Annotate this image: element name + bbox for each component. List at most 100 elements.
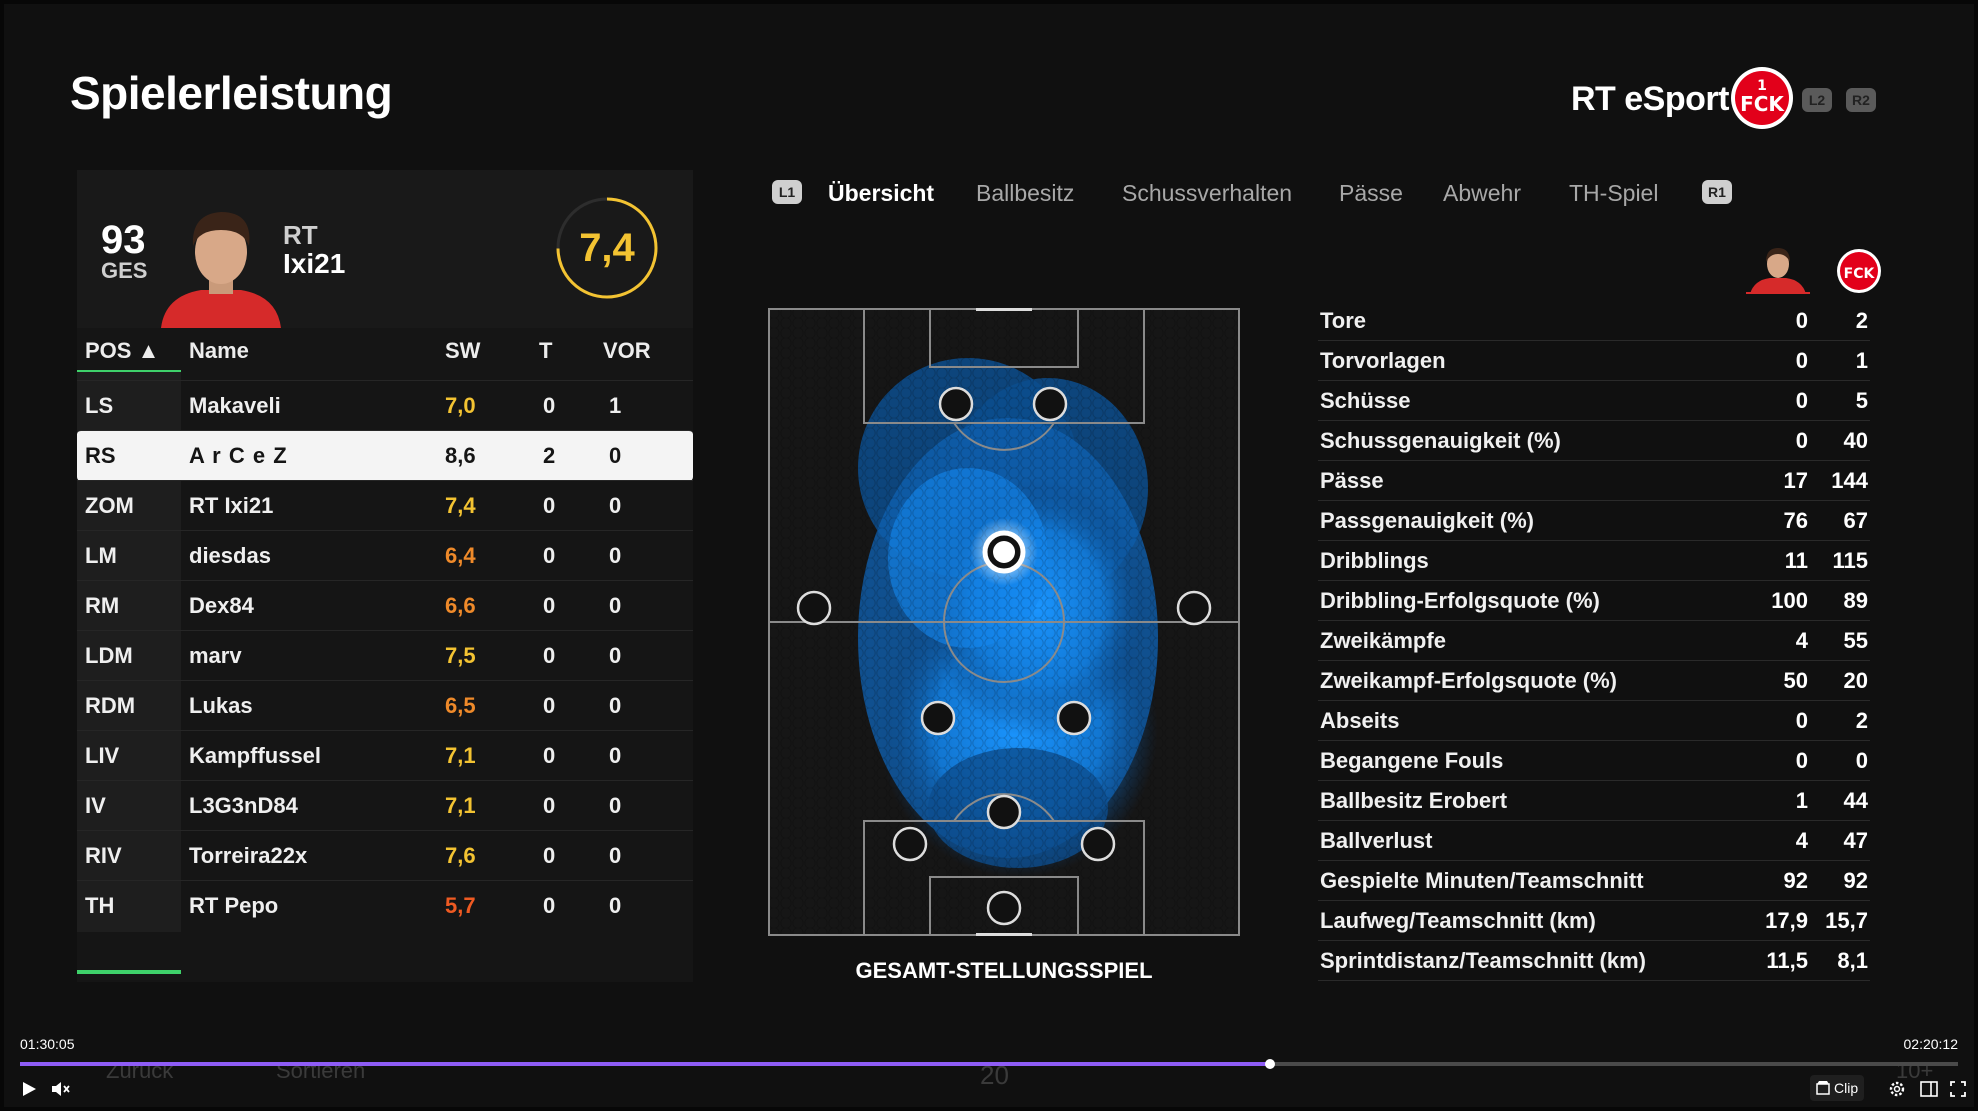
stat-team-value: 67 [1843, 508, 1868, 533]
clip-button[interactable]: Clip [1810, 1075, 1865, 1101]
table-row[interactable]: LM diesdas 6,4 0 0 [77, 530, 693, 581]
stat-row: Schussgenauigkeit (%) 0 40 [1318, 420, 1870, 461]
row-pos: LIV [85, 743, 120, 768]
stat-team-value: 92 [1843, 868, 1868, 893]
row-t: 0 [543, 643, 556, 668]
stat-label: Sprintdistanz/Teamschnitt (km) [1320, 948, 1646, 973]
mute-icon[interactable] [50, 1080, 70, 1098]
stat-team-value: 47 [1843, 828, 1868, 853]
header-name[interactable]: Name [189, 338, 249, 363]
player-marker-th [986, 890, 1022, 926]
table-row[interactable]: LS Makaveli 7,0 0 1 [77, 380, 693, 431]
table-row[interactable]: RIV Torreira22x 7,6 0 0 [77, 830, 693, 881]
row-pos: ZOM [85, 493, 134, 518]
tab-abwehr[interactable]: Abwehr [1443, 180, 1521, 206]
stat-row: Gespielte Minuten/Teamschnitt 92 92 [1318, 860, 1870, 901]
table-row[interactable]: LDM marv 7,5 0 0 [77, 630, 693, 681]
settings-gear-icon[interactable] [1888, 1080, 1906, 1098]
row-t: 0 [543, 393, 556, 418]
table-row[interactable]: RDM Lukas 6,5 0 0 [77, 680, 693, 731]
stat-player-value: 0 [1795, 388, 1808, 413]
table-row[interactable]: TH RT Pepo 5,7 0 0 [77, 880, 693, 931]
stat-row: Laufweg/Teamschnitt (km) 17,9 15,7 [1318, 900, 1870, 941]
stat-label: Abseits [1320, 708, 1400, 733]
play-icon[interactable] [20, 1080, 38, 1098]
seek-bar[interactable] [20, 1059, 1958, 1069]
table-row[interactable]: ZOM RT Ixi21 7,4 0 0 [77, 480, 693, 531]
l1-button[interactable]: L1 [772, 180, 802, 204]
stat-player-value: 0 [1795, 748, 1808, 773]
match-rating-value: 7,4 [579, 225, 635, 270]
header-vor[interactable]: VOR [603, 338, 651, 363]
tab-th-spiel[interactable]: TH-Spiel [1569, 180, 1659, 206]
fullscreen-icon[interactable] [1950, 1081, 1966, 1097]
theater-mode-icon[interactable] [1920, 1081, 1938, 1097]
row-vor: 0 [609, 643, 622, 668]
table-row[interactable]: IV L3G3nD84 7,1 0 0 [77, 780, 693, 831]
header-sw[interactable]: SW [445, 338, 481, 363]
row-name: RT Pepo [189, 893, 279, 918]
stat-row: Dribbling-Erfolgsquote (%) 100 89 [1318, 580, 1870, 621]
row-t: 0 [543, 543, 556, 568]
tab-uebersicht[interactable]: Übersicht [828, 180, 935, 206]
stat-player-value: 17 [1783, 468, 1808, 493]
row-name: Kampffussel [189, 743, 322, 768]
header-t[interactable]: T [539, 338, 553, 363]
stat-player-value: 100 [1771, 588, 1808, 613]
row-pos: IV [85, 793, 106, 818]
tab-schussverhalten[interactable]: Schussverhalten [1122, 180, 1293, 206]
l2-button[interactable]: L2 [1802, 88, 1832, 112]
stat-row: Ballverlust 4 47 [1318, 820, 1870, 861]
player-avatar-icon [1746, 248, 1810, 294]
player-marker-iv [986, 794, 1022, 830]
svg-text:FCK: FCK [1740, 92, 1785, 116]
stat-team-value: 0 [1855, 748, 1868, 773]
row-pos: RM [85, 593, 120, 618]
club-small-icon: FCK [1837, 249, 1881, 293]
stat-label: Schüsse [1320, 388, 1411, 413]
column-indicator [77, 970, 181, 974]
r2-button[interactable]: R2 [1846, 88, 1876, 112]
row-name: A r C e Z [189, 443, 288, 468]
stat-row: Sprintdistanz/Teamschnitt (km) 11,5 8,1 [1318, 940, 1870, 981]
heatmap-caption: GESAMT-STELLUNGSSPIEL [855, 958, 1153, 983]
stat-player-value: 4 [1795, 828, 1808, 853]
match-rating-ring [556, 197, 658, 299]
row-t: 0 [543, 743, 556, 768]
time-current: 01:30:05 [20, 1036, 75, 1052]
row-pos: RIV [85, 843, 122, 868]
stat-row: Begangene Fouls 0 0 [1318, 740, 1870, 781]
player-marker-riv [1080, 826, 1116, 862]
header-pos[interactable]: POS ▲ [85, 338, 160, 363]
table-row[interactable]: LIV Kampffussel 7,1 0 0 [77, 730, 693, 781]
seek-bar-progress [20, 1062, 1270, 1066]
stat-row: Torvorlagen 0 1 [1318, 340, 1870, 381]
stat-row: Passgenauigkeit (%) 76 67 [1318, 500, 1870, 541]
table-row[interactable]: RM Dex84 6,6 0 0 [77, 580, 693, 631]
player-table-panel: 93 GES RT Ixi21 7,4 POS ▲ Name SW T VOR … [77, 170, 693, 982]
stat-player-value: 4 [1795, 628, 1808, 653]
stat-label: Zweikampf-Erfolgsquote (%) [1320, 668, 1618, 693]
tab-ballbesitz[interactable]: Ballbesitz [976, 180, 1075, 206]
stat-label: Dribbling-Erfolgsquote (%) [1320, 588, 1600, 613]
row-sw: 6,5 [445, 693, 476, 718]
stat-player-value: 92 [1783, 868, 1808, 893]
stat-player-value: 11,5 [1766, 948, 1808, 973]
stat-player-value: 17,9 [1765, 908, 1808, 933]
player-marker-liv [892, 826, 928, 862]
player-marker-ldm [920, 700, 956, 736]
table-row[interactable]: RS A r C e Z 8,6 2 0 [77, 430, 693, 481]
overall-rating: 93 [101, 218, 146, 262]
clip-label: Clip [1834, 1080, 1859, 1096]
tab-paesse[interactable]: Pässe [1339, 180, 1403, 206]
row-vor: 0 [609, 743, 622, 768]
stat-label: Pässe [1320, 468, 1384, 493]
row-sw: 6,6 [445, 593, 476, 618]
seek-bar-thumb[interactable] [1265, 1059, 1275, 1069]
r1-button[interactable]: R1 [1702, 180, 1732, 204]
row-sw: 7,1 [445, 793, 476, 818]
row-sw: 7,4 [445, 493, 476, 518]
row-vor: 0 [609, 443, 622, 468]
overall-label: GES [101, 258, 148, 283]
table-header: POS ▲ Name SW T VOR [77, 328, 693, 374]
